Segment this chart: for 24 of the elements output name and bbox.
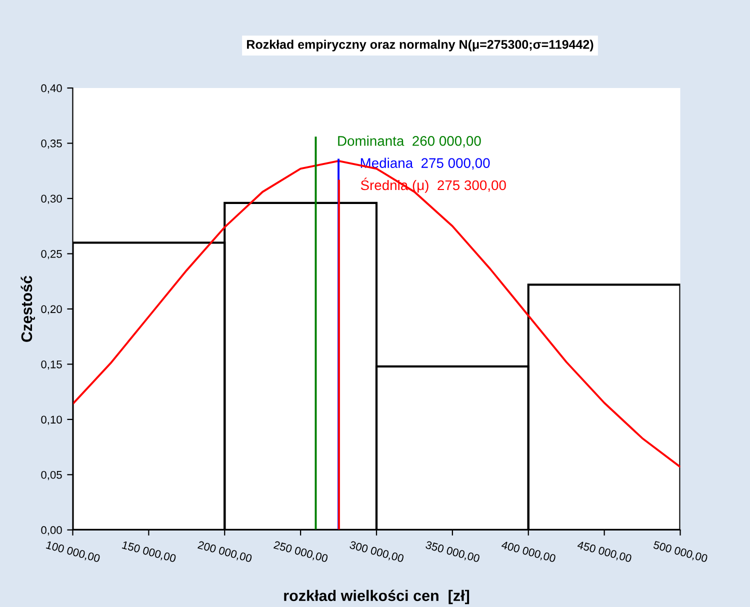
x-tick-label: 350 000,00 [424,540,480,564]
x-tick-label: 200 000,00 [197,540,252,564]
y-tick-label: 0,25 [41,250,62,260]
x-tick-label: 300 000,00 [348,540,404,564]
y-tick-label: 0,30 [41,194,62,204]
x-tick-label: 450 000,00 [576,540,632,564]
x-axis-title: rozkład wielkości cen [zł] [284,590,470,604]
x-tick-label: 400 000,00 [500,540,556,564]
y-tick-label: 0,05 [41,470,62,480]
annotation: Mediana 275 000,00 [360,158,490,170]
y-tick-label: 0,40 [41,84,62,94]
y-tick-label: 0,00 [41,526,62,536]
line-series [72,160,680,468]
chart-title: Rozkład empiryczny oraz normalny N(μ=275300;σ=119442) [247,40,594,52]
x-tick-label: 100 000,00 [46,540,100,564]
x-tick-label: 150 000,00 [122,540,176,564]
y-tick-label: 0,10 [41,416,62,425]
x-tick-label: 250 000,00 [273,540,328,564]
y-axis-title: Częstość [20,276,35,342]
annotation: Dominanta 260 000,00 [338,136,481,148]
x-tick-label: 500 000,00 [652,540,708,564]
y-tick-label: 0,35 [41,140,62,149]
y-tick-label: 0,15 [41,360,62,370]
y-tick-label: 0,20 [41,305,62,314]
